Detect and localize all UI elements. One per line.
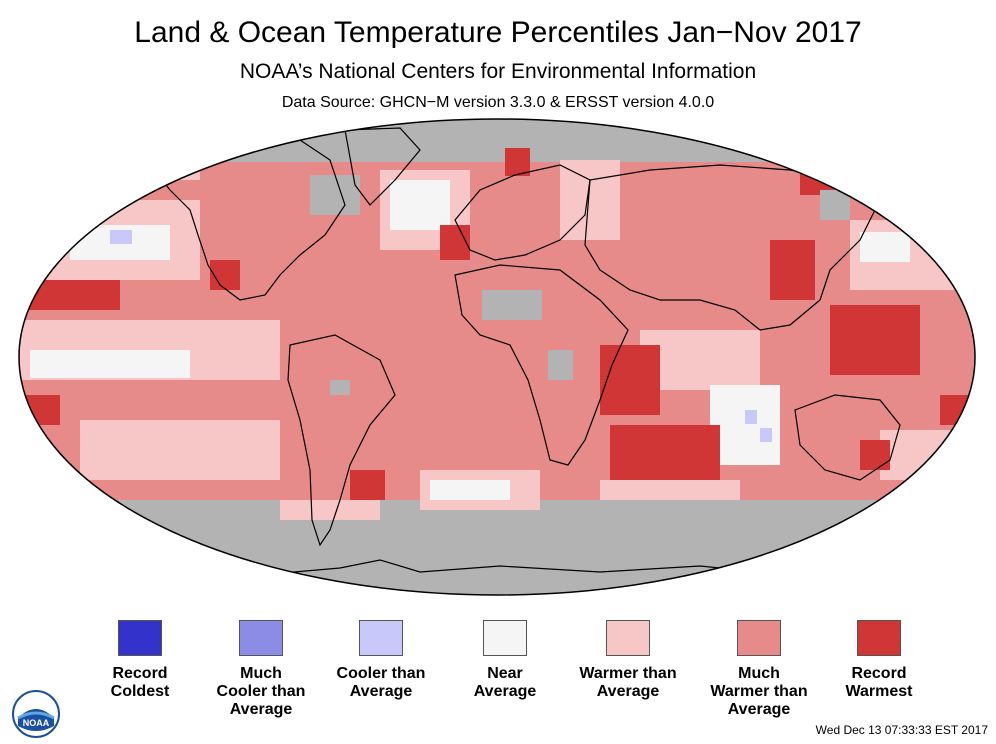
near-average-regions [30,180,910,500]
noaa-logo-icon: NOAA [12,690,60,738]
legend-item-much-cooler: Much Cooler than Average [196,620,326,719]
australia-outline [794,394,901,481]
data-source-label: Data Source: GHCN−M version 3.3.0 & ERSS… [281,94,715,111]
legend-swatch [483,620,527,656]
legend-label: Much Cooler than Average [216,665,306,718]
greenland-outline [344,127,421,206]
africa-outline [454,264,629,466]
south-america-outline [287,334,396,547]
europe-outline [454,164,591,261]
globe-border [18,118,976,596]
legend-item-cooler: Cooler than Average [316,620,446,701]
noaa-logo-text: NOAA [23,718,50,728]
no-data-region-antarctic [19,500,975,595]
legend-label: Warmer than Average [579,665,677,700]
legend-item-much-warmer: Much Warmer than Average [694,620,824,719]
legend-swatch [118,620,162,656]
no-data-region-arctic [19,119,975,162]
legend-item-record-warmest: Record Warmest [814,620,944,701]
legend-swatch [606,620,650,656]
legend-swatch [737,620,781,656]
legend-swatch [359,620,403,656]
legend-item-warmer: Warmer than Average [563,620,693,701]
map-grid [19,119,975,595]
timestamp-label: Wed Dec 13 07:33:33 EST 2017 [815,723,988,737]
legend-item-record-coldest: Record Coldest [75,620,205,701]
asia-outline [584,164,876,331]
world-temperature-map [18,118,976,596]
map-subtitle: NOAA’s National Centers for Environmenta… [239,60,757,83]
legend-label: Record Warmest [845,665,913,700]
legend-label: Record Coldest [110,665,170,700]
no-data-patches [310,175,850,395]
map-title: Land & Ocean Temperature Percentiles Jan… [134,16,862,49]
cooler-regions [110,230,772,442]
legend-item-near-average: Near Average [440,620,570,701]
legend-label: Cooler than Average [336,665,426,700]
legend-label: Near Average [473,665,537,700]
legend-swatch [239,620,283,656]
legend-swatch [857,620,901,656]
legend-label: Much Warmer than Average [710,665,808,718]
